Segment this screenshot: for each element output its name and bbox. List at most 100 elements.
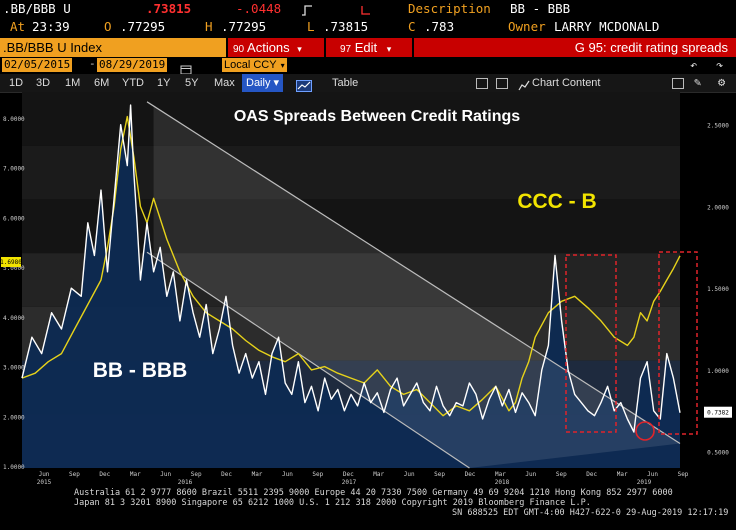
last-value-bb-bbb: 0.7382 [707,410,729,417]
panel-toggle-icon[interactable] [672,78,684,89]
left-axis-tick: 7.0000 [3,166,25,173]
currency-label: Local CCY [224,59,277,71]
x-month-label: Sep [191,471,202,478]
annotation-ccc-b: CCC - B [517,190,596,213]
net-change: -.0448 [236,1,282,16]
right-axis-tick: 1.0000 [707,368,729,375]
upper-trendline [146,101,681,444]
edit-menu[interactable]: 97 Edit ▾ [326,38,412,57]
quote-time: 23:39 [32,19,70,34]
description-label: Description [408,1,491,16]
date-bar: 02/05/2015 - 08/29/2019 Local CCY ▾ ↶ ↷ [0,57,736,75]
quote-row-2: At 23:39 O .77295 H .77295 L .73815 C .7… [0,18,736,36]
chart-area[interactable]: 8.0000 7.0000 6.0000 5.0000 4.0000 3.0000 2.00… [0,92,736,530]
left-axis-tick: 3.0000 [3,365,25,372]
start-date-field[interactable]: 02/05/2015 [2,58,73,72]
x-year-label: 2017 [342,479,357,486]
currency-select[interactable]: Local CCY ▾ [222,58,287,72]
close-label: C [408,19,416,34]
chevron-down-icon: ▾ [386,44,392,54]
pencil-icon[interactable]: ✎ [694,75,702,89]
series-line-bb-bbb [21,104,681,433]
axes: 8.0000 7.0000 6.0000 5.0000 4.0000 3.0000 2.00… [0,116,732,486]
chevron-down-icon: ▾ [273,77,280,89]
layout-checkbox-icon[interactable] [496,78,508,89]
x-month-label: Sep [312,471,323,478]
left-axis-tick: 5.0000 [3,265,25,272]
last-value-ccc-b: 1.6980 [0,259,22,266]
function-label: G 95: credit rating spreads [574,40,728,55]
x-month-label: Dec [99,471,110,478]
x-month-label: Sep [678,471,689,478]
x-month-label: Jun [647,471,658,478]
footer: Australia 61 2 9777 8600 Brazil 5511 239… [0,484,736,530]
bb-bbb-area [22,105,680,468]
left-axis-tick: 6.0000 [3,215,25,222]
range-1y[interactable]: 1Y [157,77,171,89]
footer-line-2: Japan 81 3 3201 8900 Singapore 65 6212 1… [74,498,591,508]
low-label: L [307,19,315,34]
period-label: Daily [246,77,271,89]
x-month-label: Sep [556,471,567,478]
settings-checkbox-icon[interactable] [476,78,488,89]
gear-icon[interactable]: ⚙ [718,75,726,89]
table-button[interactable]: Table [332,77,359,89]
chevron-down-icon: ▾ [280,61,285,70]
red-annotations [565,251,698,441]
period-select[interactable]: Daily ▾ [242,74,284,92]
range-6m[interactable]: 6M [94,77,110,89]
edit-label: Edit [354,40,378,55]
end-date-field[interactable]: 08/29/2019 [97,58,168,72]
x-month-label: Dec [586,471,597,478]
owner-value: LARRY MCDONALD [554,19,660,34]
x-month-label: Mar [373,471,384,478]
x-month-label: Dec [343,471,354,478]
x-month-label: Jun [160,471,171,478]
security-field[interactable]: .BB/BBB U Index [0,38,226,57]
range-1d[interactable]: 1D [9,77,24,89]
line-chart-icon[interactable] [296,77,312,96]
footer-line-1: Australia 61 2 9777 8600 Brazil 5511 239… [74,488,673,498]
security-label: .BB/BBB U Index [3,40,102,55]
area-fill [22,105,680,468]
chevron-down-icon: ▾ [297,44,302,54]
actions-menu[interactable]: 90 Actions ▾ [228,38,324,57]
chart-title: OAS Spreads Between Credit Ratings [234,108,520,125]
left-axis-tick: 8.0000 [3,116,25,123]
range-3d[interactable]: 3D [36,77,51,89]
range-ytd[interactable]: YTD [122,77,144,89]
quote-row-1: .BB/BBB U .73815 -.0448 Description BB -… [0,0,736,18]
high-label: H [205,19,213,34]
right-axis-tick: 0.5000 [707,450,729,457]
down-tick-icon [360,3,372,21]
highlight-box-2 [658,251,698,435]
undo-icon[interactable]: ↶ [690,58,698,72]
x-month-label: Mar [130,471,141,478]
x-month-label: Mar [252,471,263,478]
lower-trendline [146,251,470,469]
x-month-label: Jun [282,471,293,478]
x-month-label: Mar [495,471,506,478]
x-month-label: Dec [465,471,476,478]
x-month-label: Mar [617,471,628,478]
x-year-label: 2015 [37,479,52,486]
edit-number: 97 [340,44,352,55]
high-value: .77295 [221,19,267,34]
x-year-label: 2016 [178,479,193,486]
date-separator: - [89,57,96,70]
range-5y[interactable]: 5Y [185,77,199,89]
x-year-label: 2018 [495,479,510,486]
x-year-label: 2019 [637,479,652,486]
x-month-label: Dec [221,471,232,478]
right-axis-tick: 2.5000 [707,123,729,130]
command-bar: .BB/BBB U Index 90 Actions ▾ 97 Edit ▾ G… [0,38,736,57]
function-title: G 95: credit rating spreads [414,38,736,57]
highlight-circle [635,421,655,441]
redo-icon[interactable]: ↷ [716,58,724,72]
range-max[interactable]: Max [214,77,235,89]
x-month-label: Jun [525,471,536,478]
left-axis-tick: 4.0000 [3,315,25,322]
range-1m[interactable]: 1M [65,77,81,89]
chart-content-button[interactable]: Chart Content [532,77,601,89]
right-axis-tick: 2.0000 [707,204,729,211]
